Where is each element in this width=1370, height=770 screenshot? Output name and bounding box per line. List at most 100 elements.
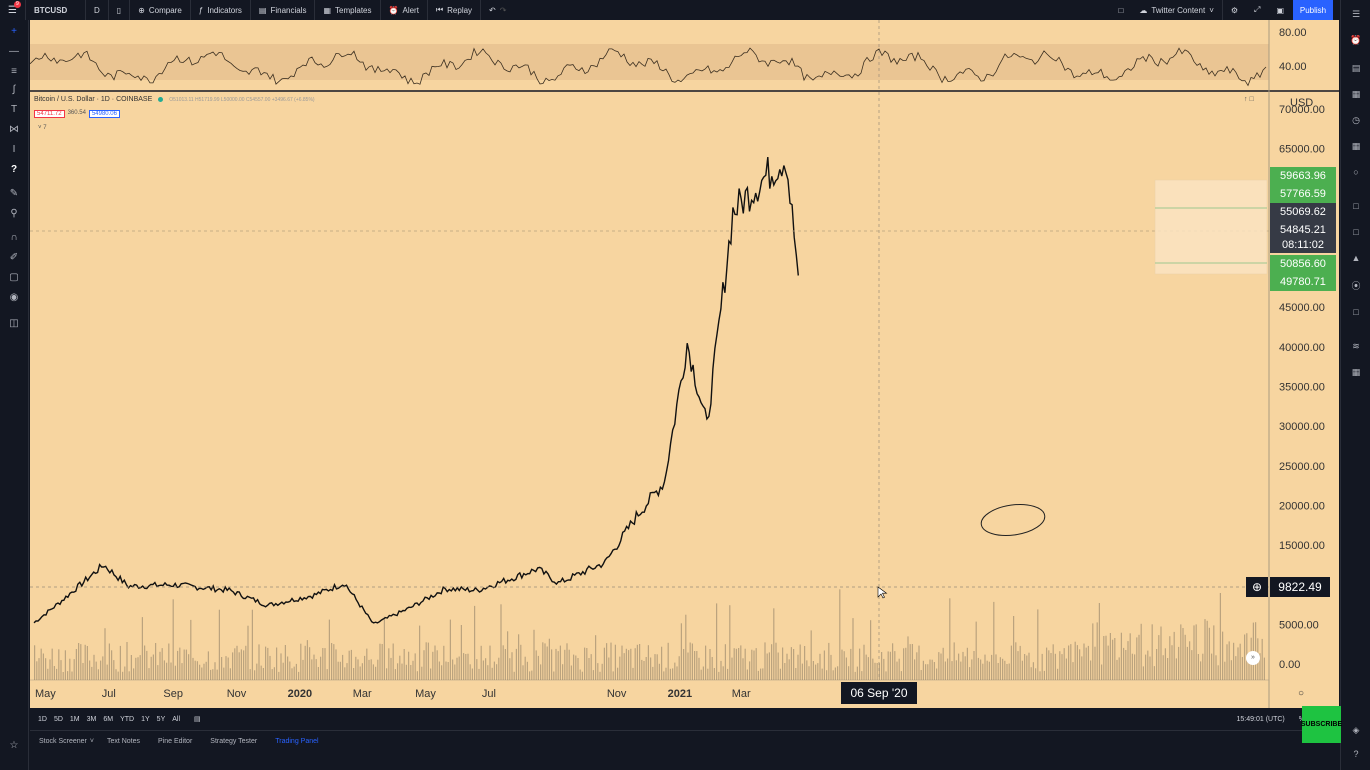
goto-date-icon[interactable]: ▤ bbox=[194, 716, 201, 723]
financials-button[interactable]: ▤ Financials bbox=[251, 0, 316, 20]
volume-bar bbox=[555, 648, 557, 680]
menu-button[interactable]: ☰ 9 bbox=[0, 0, 26, 20]
chart-area[interactable]: 80.00 40.00 70000.00 65000.00 45000.00 40000… bbox=[29, 20, 1339, 708]
ask-price[interactable]: 54980.06 bbox=[88, 110, 120, 118]
lock-icon[interactable]: ▢ bbox=[9, 272, 19, 283]
watchlist-icon[interactable]: ☰ bbox=[1351, 9, 1361, 19]
range-button[interactable]: YTD bbox=[120, 715, 135, 723]
redo-icon[interactable]: ↷ bbox=[499, 5, 507, 15]
tab-stock-screener[interactable]: Stock Screener bbox=[39, 738, 87, 745]
templates-button[interactable]: ▦ Templates bbox=[315, 0, 381, 20]
publish-button[interactable]: Publish bbox=[1293, 0, 1333, 20]
ruler-icon[interactable]: ✎ bbox=[9, 188, 19, 199]
volume-bar bbox=[938, 652, 940, 680]
data-window-icon[interactable]: ▤ bbox=[1351, 63, 1361, 73]
range-button[interactable]: 3M bbox=[86, 715, 97, 723]
volume-bar bbox=[403, 649, 405, 680]
alarm-icon: ⏰ bbox=[388, 5, 399, 15]
pane-controls[interactable]: ↑ □ bbox=[1244, 96, 1254, 103]
fullscreen-button[interactable]: ⤢ bbox=[1246, 0, 1268, 20]
compare-button[interactable]: ⊕ Compare bbox=[130, 0, 191, 20]
indicators-button[interactable]: ƒ Indicators bbox=[191, 0, 251, 20]
chevron-down-icon[interactable]: ˅ bbox=[89, 738, 94, 745]
fullscreen-box[interactable]: □ bbox=[1111, 0, 1132, 20]
notification-badge: 9 bbox=[14, 1, 21, 8]
eye-icon[interactable]: ◉ bbox=[9, 292, 19, 303]
range-button[interactable]: 5D bbox=[53, 715, 63, 723]
chart-type-button[interactable]: ▯ bbox=[109, 0, 131, 20]
settings-button[interactable]: ⚙ bbox=[1223, 0, 1246, 20]
trend-icon[interactable]: ≋ bbox=[1352, 341, 1360, 351]
bid-price[interactable]: 54711.72 bbox=[34, 110, 65, 118]
utc-clock[interactable]: 15:49:01 (UTC) bbox=[1236, 715, 1285, 723]
pattern-icon[interactable]: ⋈ bbox=[9, 124, 19, 135]
volume-bar bbox=[1208, 627, 1210, 680]
volume-bar bbox=[628, 650, 630, 680]
chat-badge-icon[interactable]: □ bbox=[1353, 227, 1359, 237]
range-button[interactable]: 1D bbox=[38, 715, 47, 723]
text-icon[interactable]: T bbox=[10, 104, 18, 115]
help-circle-icon[interactable]: ? bbox=[1353, 749, 1359, 759]
brush-icon[interactable]: ∫ bbox=[12, 84, 16, 95]
range-button[interactable]: 1Y bbox=[141, 715, 150, 723]
rectangle-drawing[interactable] bbox=[1154, 179, 1268, 275]
range-button[interactable]: 1M bbox=[69, 715, 80, 723]
chart-settings-button[interactable]: ○ bbox=[1298, 688, 1305, 699]
star-icon[interactable]: ☆ bbox=[9, 740, 19, 751]
calendar-history-icon[interactable]: ◷ bbox=[1352, 115, 1360, 125]
range-button[interactable]: 6M bbox=[103, 715, 114, 723]
volume-bar bbox=[97, 669, 99, 680]
percent-toggle[interactable]: % bbox=[1295, 716, 1309, 723]
zoom-icon[interactable]: ⚲ bbox=[10, 208, 18, 219]
symbol-search[interactable]: BTCUSD bbox=[26, 0, 86, 20]
scroll-right-button[interactable]: » bbox=[1246, 651, 1260, 665]
volume-bar bbox=[100, 660, 102, 680]
layout-selector[interactable]: ☁ Twitter Content ˅ bbox=[1131, 0, 1223, 20]
alert-button[interactable]: ⏰ Alert bbox=[381, 0, 428, 20]
currency-label[interactable]: USD bbox=[1290, 97, 1314, 109]
alarm-clock-icon[interactable]: ⏰ bbox=[1350, 35, 1362, 45]
stack-icon[interactable]: ◈ bbox=[1352, 725, 1360, 735]
snapshot-button[interactable]: ▣ bbox=[1268, 0, 1292, 20]
indicators-toggle[interactable]: ˅ 7 bbox=[38, 125, 47, 131]
pencil-lock-icon[interactable]: ✐ bbox=[9, 252, 19, 263]
undo-icon[interactable]: ↶ bbox=[489, 5, 496, 15]
volume-bar bbox=[898, 658, 900, 680]
volume-bar bbox=[579, 669, 581, 680]
volume-bar bbox=[1065, 658, 1067, 680]
trash-icon[interactable]: ◫ bbox=[9, 318, 19, 329]
stream-icon[interactable]: ⦿ bbox=[1351, 281, 1361, 291]
tab-trading-panel[interactable]: Trading Panel bbox=[275, 738, 319, 745]
calendar-icon[interactable]: ▦ bbox=[1351, 141, 1361, 151]
replay-button[interactable]: ⏮ Replay bbox=[428, 0, 482, 20]
volume-bar bbox=[1083, 643, 1085, 680]
layers-icon[interactable]: ▦ bbox=[1351, 367, 1361, 377]
volume-bar bbox=[982, 663, 984, 680]
tab-pine-editor[interactable]: Pine Editor bbox=[158, 738, 193, 745]
crosshair-price-label: 9822.49 bbox=[1270, 577, 1330, 597]
add-alert-button[interactable]: ⊕ bbox=[1246, 577, 1268, 597]
idea-icon[interactable]: ○ bbox=[1353, 167, 1359, 177]
notes-icon[interactable]: □ bbox=[1353, 307, 1359, 317]
notifications-icon[interactable]: ▲ bbox=[1351, 253, 1361, 263]
tab-text-notes[interactable]: Text Notes bbox=[106, 738, 141, 745]
volume-bar bbox=[474, 605, 476, 680]
fib-icon[interactable]: ≡ bbox=[11, 66, 17, 77]
tab-strategy-tester[interactable]: Strategy Tester bbox=[210, 738, 258, 745]
legend-title[interactable]: Bitcoin / U.S. Dollar · 1D · COINBASE bbox=[34, 96, 153, 103]
chat-icon[interactable]: □ bbox=[1353, 201, 1359, 211]
volume-bar bbox=[260, 665, 262, 680]
volume-bar bbox=[504, 649, 506, 680]
help-icon[interactable]: ? bbox=[10, 164, 18, 175]
volume-bar bbox=[399, 655, 401, 680]
subscribe-button[interactable]: SUBSCRIBE bbox=[1301, 706, 1342, 743]
crosshair-icon[interactable]: + bbox=[11, 26, 17, 37]
range-button[interactable]: All bbox=[172, 715, 181, 723]
trend-line-icon[interactable]: — bbox=[9, 46, 19, 57]
ellipse-drawing[interactable] bbox=[979, 501, 1047, 540]
range-button[interactable]: 5Y bbox=[156, 715, 166, 723]
magnet-icon[interactable]: ∩ bbox=[10, 232, 18, 243]
news-icon[interactable]: ▦ bbox=[1351, 89, 1361, 99]
interval-button[interactable]: D bbox=[86, 0, 109, 20]
measure-icon[interactable]: I bbox=[12, 144, 16, 155]
